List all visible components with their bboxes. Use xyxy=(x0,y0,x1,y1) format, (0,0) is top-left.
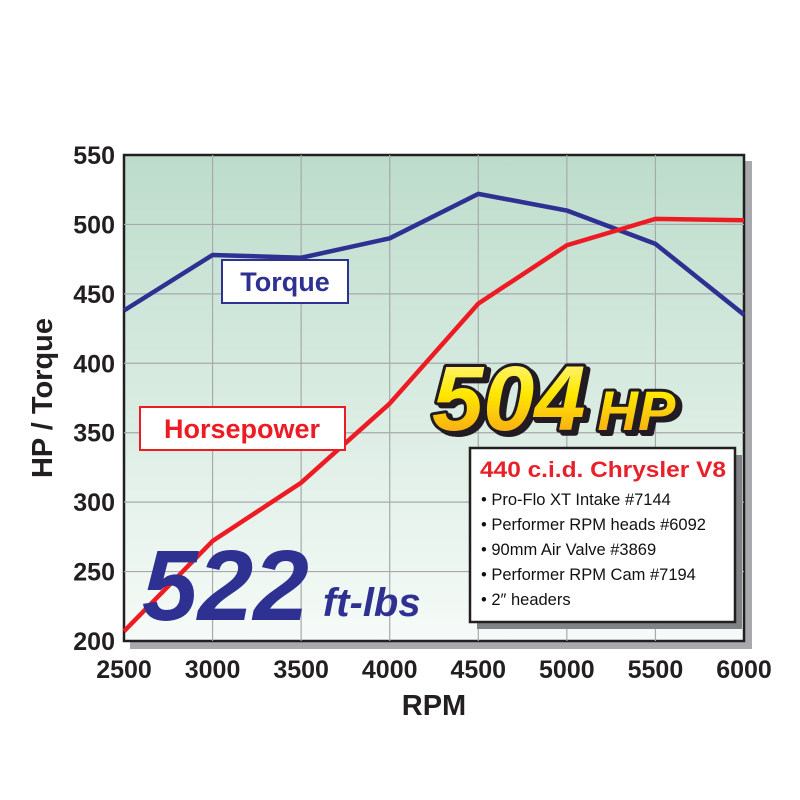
spec-item: • Pro-Flo XT Intake #7144 xyxy=(481,491,671,509)
peak-hp-unit: HP xyxy=(598,379,676,442)
x-tick-label: 4000 xyxy=(362,656,418,684)
horsepower-label: Horsepower xyxy=(164,414,321,444)
spec-item: • 90mm Air Valve #3869 xyxy=(481,541,656,559)
y-tick-label: 350 xyxy=(73,420,115,448)
y-tick-label: 450 xyxy=(73,281,115,309)
y-tick-label: 400 xyxy=(73,350,115,378)
horsepower-line xyxy=(122,216,745,633)
horsepower-label-box xyxy=(139,406,346,451)
x-tick-label: 5500 xyxy=(628,656,684,684)
x-tick-labels: 2500 3000 3500 4000 4500 5000 5500 6000 xyxy=(96,656,772,684)
torque-label: Torque xyxy=(240,267,330,297)
x-tick-label: 3500 xyxy=(273,656,329,684)
y-tick-label: 300 xyxy=(73,489,115,517)
torque-label-box xyxy=(221,259,349,304)
peak-hp-callout: 504 HP xyxy=(432,348,676,450)
x-axis-label: RPM xyxy=(402,690,466,722)
spec-box xyxy=(468,446,737,624)
peak-torque-value: 522 xyxy=(142,530,309,642)
x-tick-label: 5000 xyxy=(539,656,595,684)
spec-item: • 2″ headers xyxy=(481,591,571,609)
x-tick-label: 6000 xyxy=(716,656,772,684)
y-tick-label: 250 xyxy=(73,559,115,587)
torque-line xyxy=(122,191,746,317)
y-tick-labels: 550 500 450 400 350 300 250 200 xyxy=(73,142,115,656)
peak-torque-unit: ft-lbs xyxy=(323,581,421,625)
series-lines xyxy=(122,191,746,633)
spec-item: • Performer RPM Cam #7194 xyxy=(481,566,696,584)
x-tick-label: 4500 xyxy=(450,656,506,684)
spec-title: 440 c.i.d. Chrysler V8 xyxy=(480,457,726,482)
y-axis-label: HP / Torque xyxy=(27,318,59,478)
peak-torque-callout: 522 ft-lbs xyxy=(142,530,421,642)
spec-item: • Performer RPM heads #6092 xyxy=(481,516,706,534)
peak-hp-value: 504 xyxy=(432,348,586,450)
y-tick-label: 200 xyxy=(73,628,115,656)
y-tick-label: 550 xyxy=(73,142,115,170)
y-tick-label: 500 xyxy=(73,211,115,239)
x-tick-label: 2500 xyxy=(96,656,152,684)
x-tick-label: 3000 xyxy=(185,656,241,684)
